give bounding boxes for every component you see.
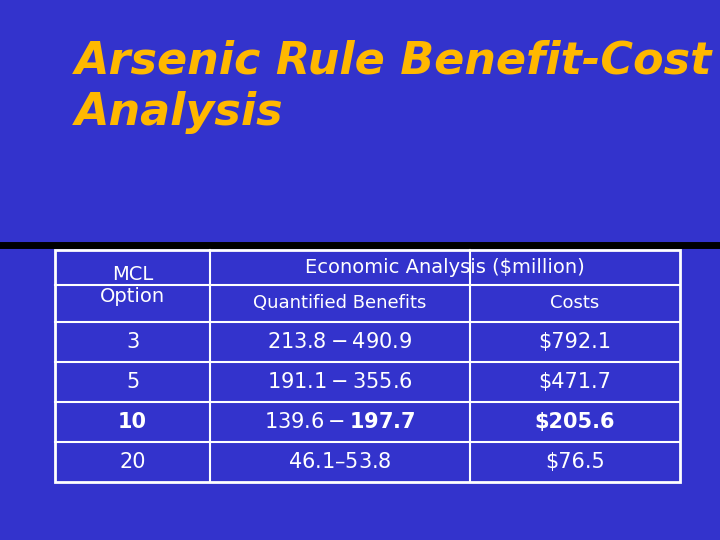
Text: $139.6 - $197.7: $139.6 - $197.7 xyxy=(264,412,416,432)
Text: $213.8 - $490.9: $213.8 - $490.9 xyxy=(267,332,413,352)
Text: 5: 5 xyxy=(126,372,139,392)
Bar xyxy=(55,250,680,482)
Text: 3: 3 xyxy=(126,332,139,352)
Text: 20: 20 xyxy=(120,452,145,472)
Text: 10: 10 xyxy=(118,412,147,432)
Text: $205.6: $205.6 xyxy=(535,412,616,432)
Text: Economic Analysis ($million): Economic Analysis ($million) xyxy=(305,258,585,277)
Text: MCL
Option: MCL Option xyxy=(100,266,165,307)
Text: $46.1 – $53.8: $46.1 – $53.8 xyxy=(288,452,392,472)
Text: Costs: Costs xyxy=(550,294,600,313)
Text: Arsenic Rule Benefit-Cost
Analysis: Arsenic Rule Benefit-Cost Analysis xyxy=(75,40,712,134)
Text: $191.1 - $355.6: $191.1 - $355.6 xyxy=(267,372,413,392)
Text: $792.1: $792.1 xyxy=(539,332,611,352)
Text: $471.7: $471.7 xyxy=(539,372,611,392)
Text: Quantified Benefits: Quantified Benefits xyxy=(253,294,427,313)
Text: $76.5: $76.5 xyxy=(545,452,605,472)
